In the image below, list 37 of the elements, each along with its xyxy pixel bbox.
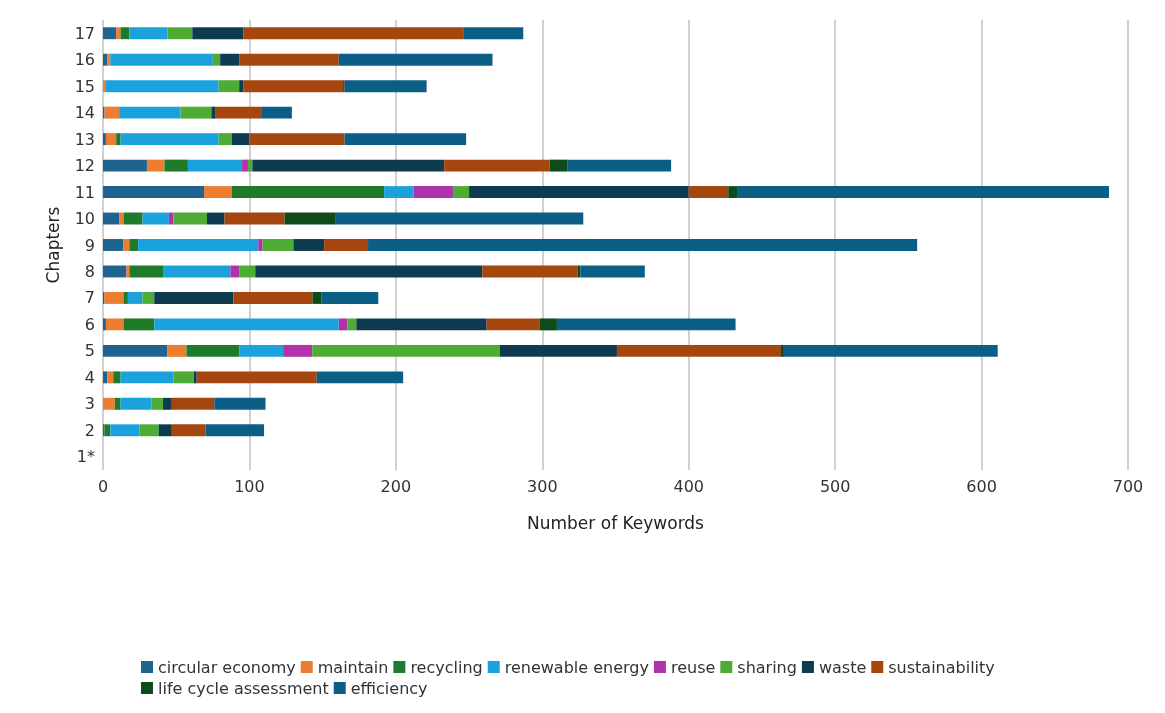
y-tick-label: 4 — [84, 367, 95, 387]
y-tick-label: 6 — [84, 314, 95, 334]
legend-label: waste — [818, 657, 867, 677]
y-tick-label: 7 — [84, 288, 95, 308]
legend-label: reuse — [670, 657, 716, 677]
legend-label: life cycle assessment — [158, 678, 329, 698]
x-tick-label: 500 — [819, 476, 851, 496]
legend-label: recycling — [410, 657, 483, 677]
legend-label: circular economy — [158, 657, 296, 677]
legend-label: renewable energy — [504, 657, 649, 677]
x-tick-label: 400 — [673, 476, 704, 496]
y-tick-label: 17 — [74, 23, 95, 43]
y-tick-label: 2 — [84, 420, 95, 440]
y-tick-label: 3 — [84, 394, 95, 414]
legend-label: sustainability — [888, 657, 995, 677]
y-tick-label: 12 — [74, 156, 95, 176]
y-tick-label: 5 — [84, 341, 95, 361]
legend-label: sharing — [737, 657, 797, 677]
y-tick-label: 14 — [74, 103, 95, 123]
y-tick-label: 9 — [84, 235, 95, 255]
x-tick-label: 600 — [966, 476, 997, 496]
y-tick-label: 10 — [74, 209, 95, 229]
y-tick-label: 8 — [84, 261, 95, 281]
y-tick-label: 15 — [74, 76, 95, 96]
x-tick-label: 300 — [527, 476, 558, 496]
x-tick-label: 0 — [97, 476, 109, 496]
y-tick-label: 13 — [74, 129, 95, 149]
legend-label: efficiency — [350, 678, 428, 698]
y-tick-label: 16 — [74, 50, 95, 70]
x-tick-label: 100 — [234, 476, 265, 496]
y-tick-label: 1* — [76, 447, 95, 467]
legend-label: maintain — [317, 657, 389, 677]
x-tick-label: 700 — [1112, 476, 1144, 496]
y-tick-label: 11 — [74, 182, 95, 202]
x-axis-title: Number of Keywords — [527, 512, 705, 533]
x-tick-label: 200 — [380, 476, 412, 496]
y-axis-title: Chapters — [42, 206, 63, 284]
